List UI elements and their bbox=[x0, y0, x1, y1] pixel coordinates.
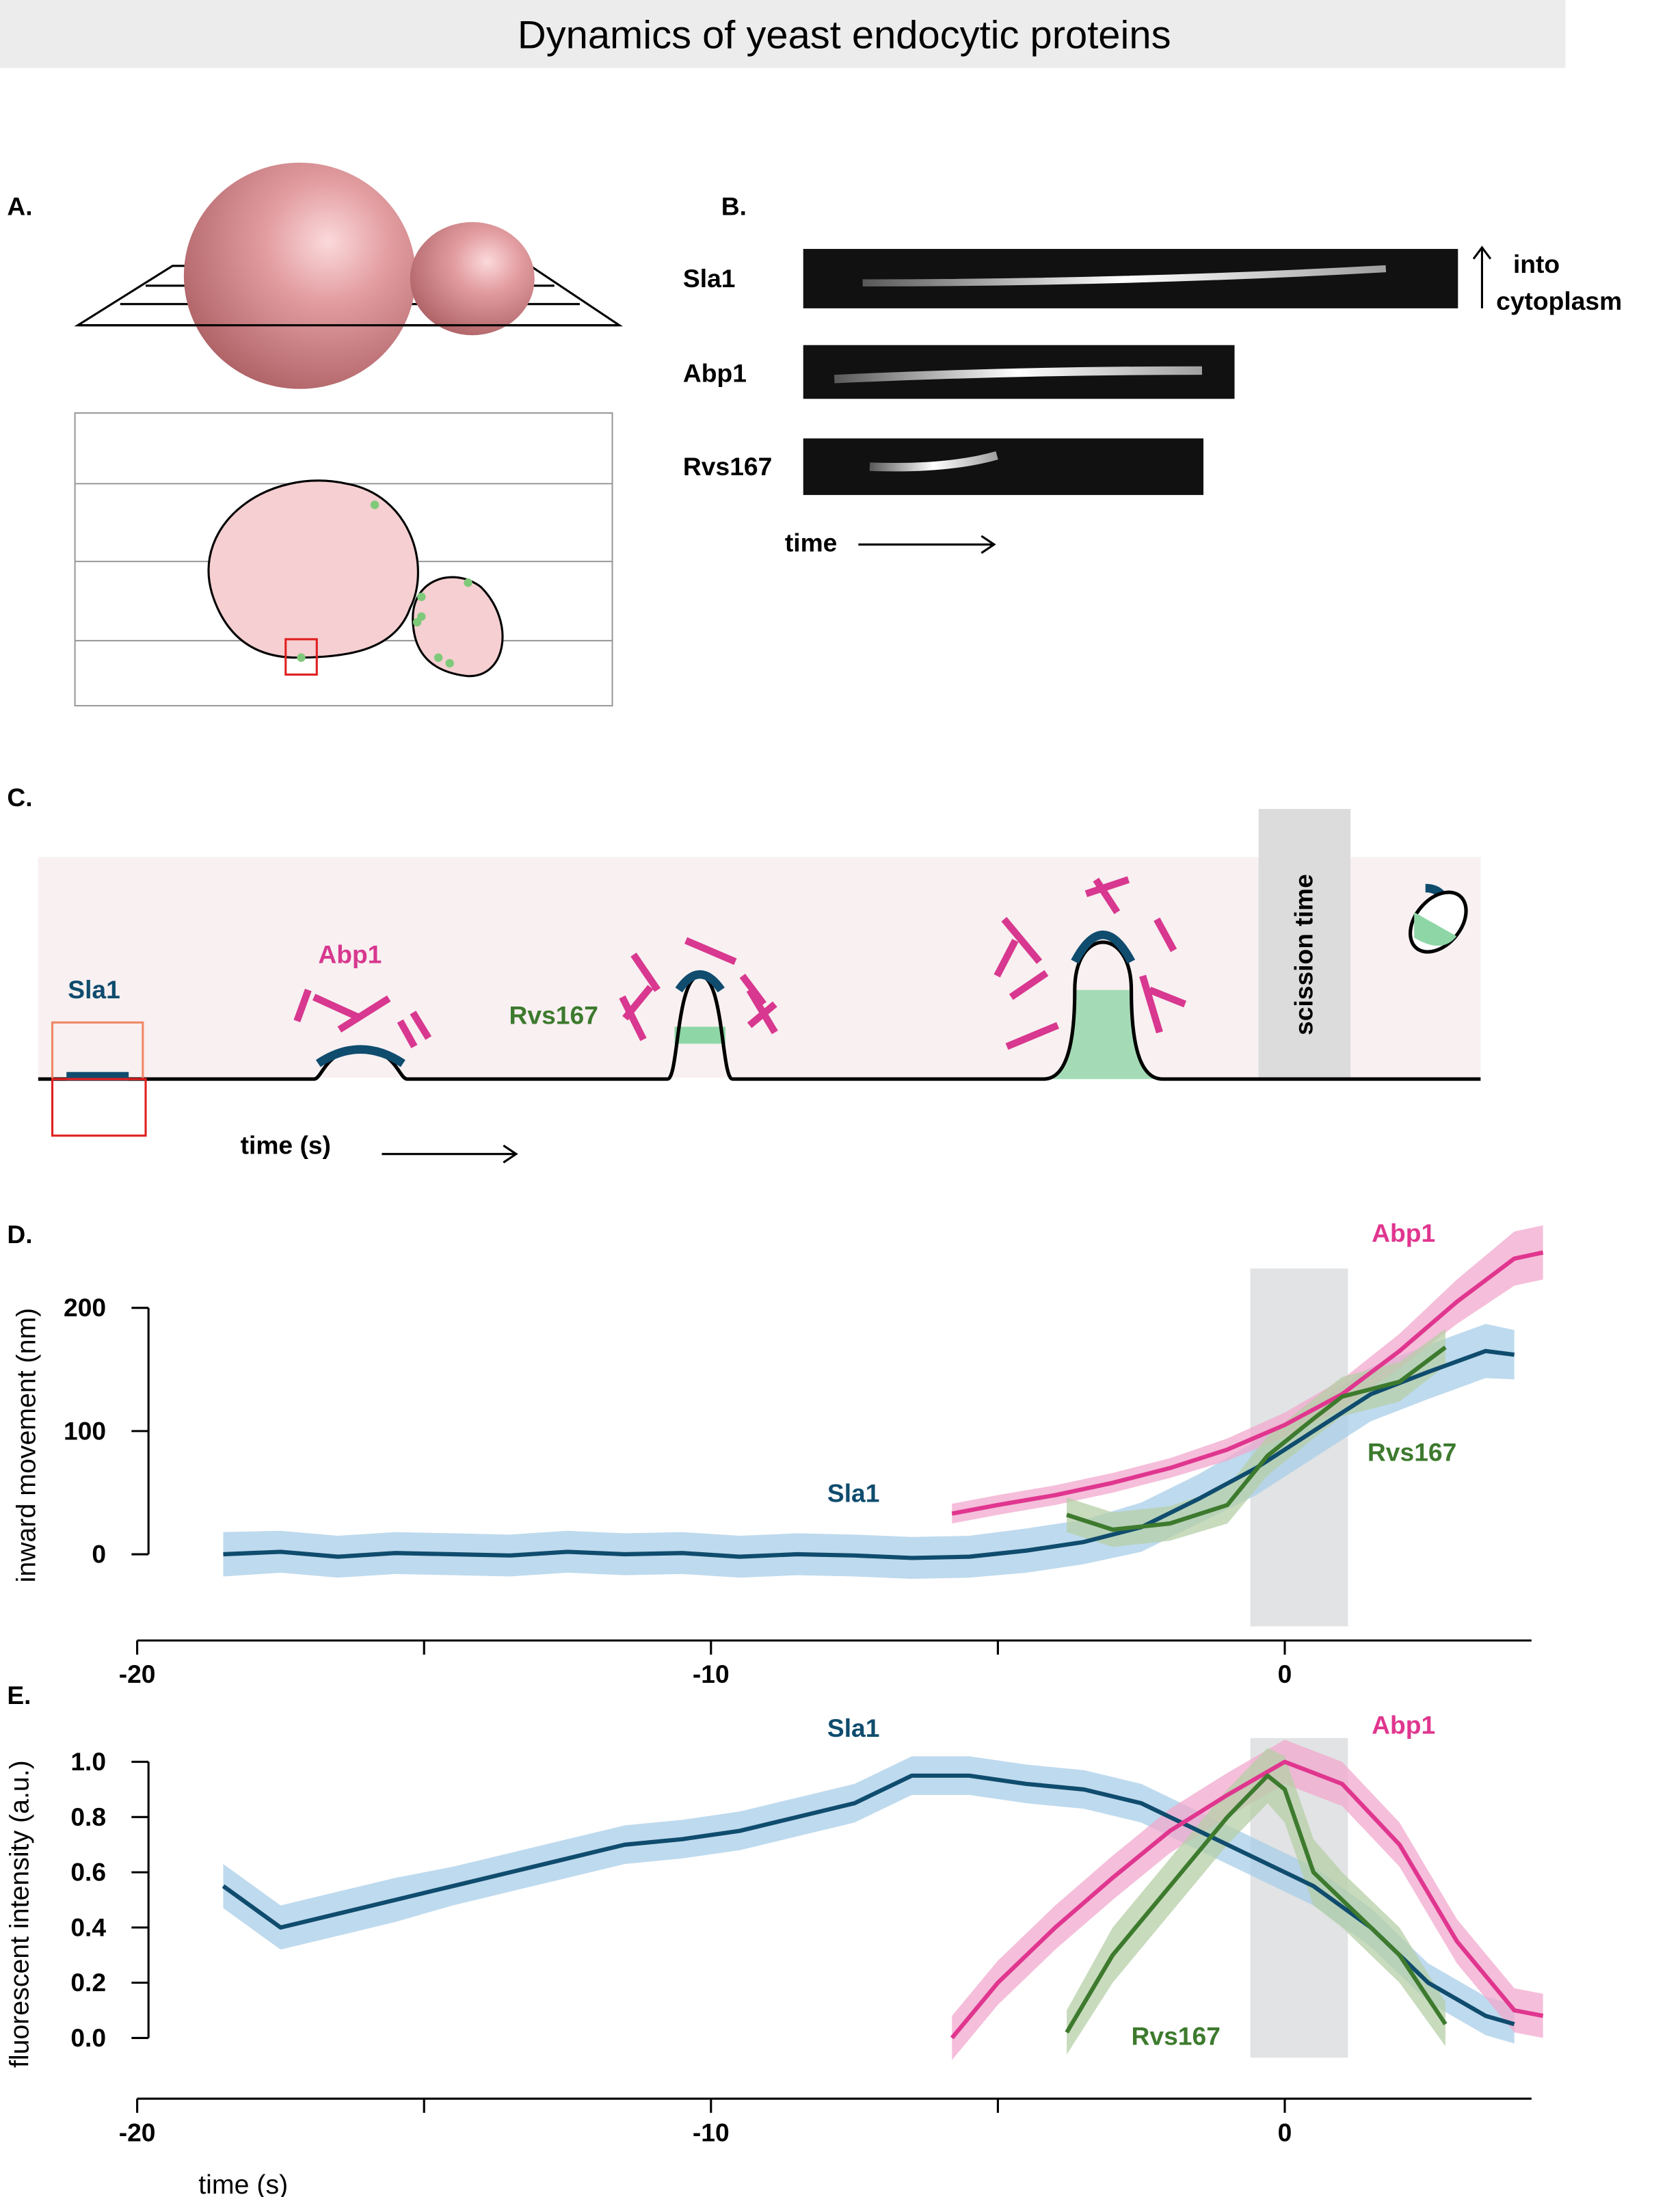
x-tick-label: 0 bbox=[1278, 1660, 1292, 1688]
y-tick-label: 0 bbox=[92, 1539, 106, 1568]
series-label: Rvs167 bbox=[1368, 1437, 1456, 1466]
x-tick-label: -10 bbox=[693, 1660, 730, 1688]
zoom-box bbox=[51, 1078, 147, 1137]
y-tick-label: 200 bbox=[64, 1293, 106, 1322]
cytoplasm bbox=[38, 857, 1481, 1078]
series-label: Rvs167 bbox=[1132, 2022, 1221, 2051]
arrow bbox=[382, 1144, 518, 1164]
patches bbox=[297, 501, 472, 668]
panel-label: C. bbox=[7, 783, 32, 812]
x-axis-label: time (s) bbox=[198, 2170, 288, 2197]
kymograph bbox=[803, 438, 1204, 495]
series-label: Sla1 bbox=[827, 1478, 880, 1507]
series-line bbox=[223, 1348, 1515, 1560]
series-line bbox=[950, 1759, 1544, 2040]
kymo-label: Sla1 bbox=[683, 264, 736, 293]
kymo-streak bbox=[869, 451, 998, 472]
title-bar bbox=[0, 0, 1566, 68]
figure-title: Dynamics of yeast endocytic proteins bbox=[518, 13, 1171, 57]
time-label: time bbox=[785, 529, 838, 557]
y-tick-label: 0.4 bbox=[70, 1913, 106, 1941]
direction-label: into bbox=[1513, 250, 1560, 278]
mother-outline bbox=[207, 479, 419, 659]
y-tick-label: 0.2 bbox=[70, 1968, 106, 1997]
kymo-streak bbox=[862, 265, 1387, 287]
bud-outline bbox=[412, 576, 504, 678]
x-tick-label: -20 bbox=[119, 2118, 156, 2146]
vesicle-coat bbox=[1414, 912, 1457, 946]
kymo-label: Abp1 bbox=[683, 358, 747, 387]
actin bbox=[293, 876, 1187, 1050]
rvs-coat bbox=[1043, 989, 1163, 1080]
panel-label: B. bbox=[721, 191, 747, 220]
kymo-label: Rvs167 bbox=[683, 452, 772, 481]
scission-label: scission time bbox=[1289, 874, 1318, 1035]
series-line bbox=[1066, 1345, 1447, 1532]
error-band bbox=[952, 1740, 1543, 2060]
arrows bbox=[858, 245, 1492, 554]
y-tick-label: 0.8 bbox=[70, 1802, 106, 1831]
panel-label: D. bbox=[7, 1220, 32, 1249]
series-line bbox=[222, 1773, 1515, 2027]
series-label: Abp1 bbox=[1372, 1219, 1435, 1247]
protein-label: Rvs167 bbox=[509, 1000, 598, 1029]
protein-label: Abp1 bbox=[318, 940, 382, 968]
scission-bar bbox=[1258, 809, 1351, 1078]
x-tick-label: -10 bbox=[693, 2118, 730, 2146]
error-band bbox=[952, 1225, 1543, 1523]
x-tick-label: -20 bbox=[119, 1660, 156, 1688]
direction-label: cytoplasm bbox=[1496, 287, 1622, 315]
kymo-streak bbox=[834, 366, 1202, 384]
series-line bbox=[1065, 1773, 1448, 2034]
series-line bbox=[951, 1250, 1544, 1516]
panel-label: E. bbox=[7, 1681, 31, 1709]
y-axis-label: inward movement (nm) bbox=[12, 1308, 42, 1583]
protein-label: Sla1 bbox=[68, 975, 120, 1004]
time-label: time (s) bbox=[241, 1131, 331, 1160]
mother-cell bbox=[183, 162, 416, 389]
y-axis-label: fluorescent intensity (a.u.) bbox=[4, 1760, 34, 2068]
y-tick-label: 0.0 bbox=[70, 2023, 106, 2052]
error-band bbox=[1067, 1748, 1445, 2055]
error-band bbox=[1067, 1329, 1445, 1547]
panel-label: A. bbox=[7, 191, 32, 220]
y-tick-label: 0.6 bbox=[70, 1858, 106, 1887]
series-label: Abp1 bbox=[1372, 1711, 1435, 1740]
zoom-box bbox=[284, 638, 318, 676]
rvs-coat bbox=[674, 1026, 725, 1044]
bud-cell bbox=[410, 222, 535, 336]
x-tick-label: 0 bbox=[1278, 2118, 1292, 2146]
y-tick-label: 1.0 bbox=[70, 1747, 106, 1776]
series-label: Sla1 bbox=[827, 1714, 880, 1742]
y-tick-label: 100 bbox=[64, 1416, 106, 1445]
